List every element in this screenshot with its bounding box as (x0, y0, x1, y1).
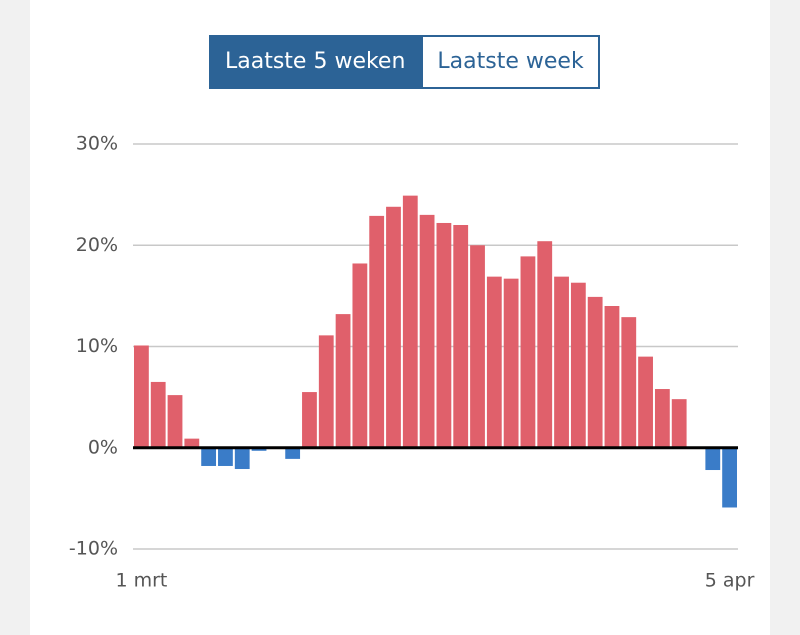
bar (302, 392, 317, 448)
bar (654, 389, 670, 448)
toggle: Laatste 5 weken Laatste week (209, 35, 600, 89)
bar (150, 381, 166, 448)
bar (134, 345, 149, 448)
y-tick-label: 20% (76, 234, 118, 256)
y-tick-label: -10% (69, 538, 118, 560)
bar (386, 206, 401, 448)
bar (251, 447, 267, 451)
bar (318, 335, 334, 448)
bar (436, 222, 452, 448)
bar (335, 314, 351, 448)
bar (201, 447, 217, 466)
bar (486, 276, 502, 448)
bar (638, 356, 653, 448)
toggle-button[interactable]: Laatste 5 weken (209, 35, 422, 89)
bar (167, 395, 183, 448)
bar (604, 306, 620, 448)
bar (705, 447, 721, 471)
bar (234, 447, 250, 470)
bar (554, 276, 569, 448)
bar (285, 447, 301, 459)
y-tick-label: 30% (76, 133, 118, 155)
bar (470, 245, 485, 448)
bar (520, 256, 536, 448)
bar (587, 296, 603, 448)
bar (218, 447, 233, 466)
toggle-button[interactable]: Laatste week (421, 35, 600, 89)
bar (537, 241, 553, 448)
bar (419, 214, 435, 448)
bar (671, 399, 687, 448)
bar (352, 263, 368, 448)
y-tick-label: 0% (88, 436, 118, 458)
y-tick-label: 10% (76, 335, 118, 357)
bar (621, 317, 637, 448)
bar (402, 195, 418, 448)
bar (184, 438, 200, 448)
bar (453, 225, 469, 448)
bar (722, 447, 737, 508)
bar (369, 215, 385, 448)
x-tick-label: 1 mrt (115, 570, 167, 592)
x-tick-label: 5 apr (705, 570, 755, 592)
bar (570, 282, 586, 448)
bar (503, 278, 519, 448)
